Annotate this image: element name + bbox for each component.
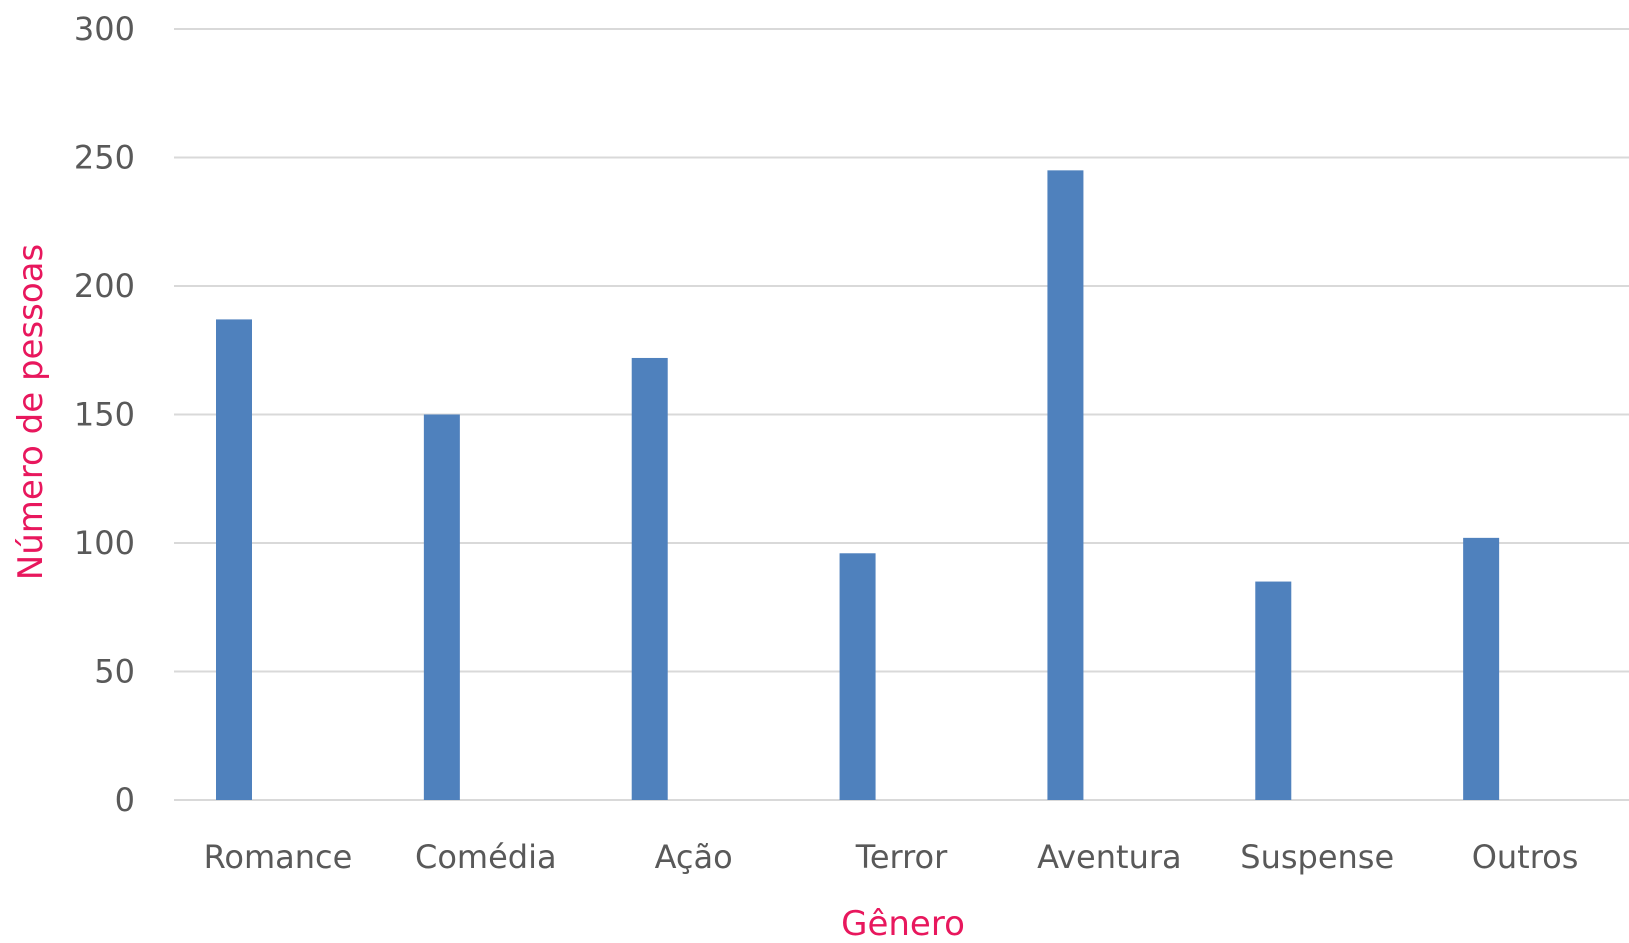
bar-aventura (1047, 170, 1084, 801)
y-tick-label: 300 (74, 10, 135, 48)
bar-romance (216, 319, 252, 800)
bars (216, 170, 1500, 801)
x-tick-label: Romance (204, 838, 353, 876)
y-tick-label: 200 (74, 267, 135, 305)
x-axis-ticks: Romance Comédia Ação Terror Aventura Suspense… (204, 838, 1579, 876)
x-tick-label: Outros (1472, 838, 1579, 876)
x-tick-label: Aventura (1037, 838, 1182, 876)
bar-suspense (1255, 581, 1292, 800)
bar-terror (839, 553, 876, 800)
y-tick-label: 50 (94, 653, 135, 691)
x-tick-label: Ação (655, 838, 733, 876)
y-tick-label: 250 (74, 139, 135, 177)
y-tick-label: 100 (74, 524, 135, 562)
bar-comédia (423, 414, 460, 800)
bar-outros (1463, 537, 1500, 800)
gridlines (174, 28, 1629, 801)
y-axis-ticks: 0 50 100 150 200 250 300 (74, 10, 135, 819)
x-tick-label: Comédia (415, 838, 557, 876)
x-axis-title: Gênero (841, 904, 965, 943)
x-tick-label: Suspense (1240, 838, 1394, 876)
y-axis-title: Número de pessoas (11, 244, 51, 580)
y-tick-label: 0 (115, 781, 135, 819)
bar-ação (631, 357, 668, 800)
x-tick-label: Terror (855, 838, 948, 876)
y-tick-label: 150 (74, 396, 135, 434)
